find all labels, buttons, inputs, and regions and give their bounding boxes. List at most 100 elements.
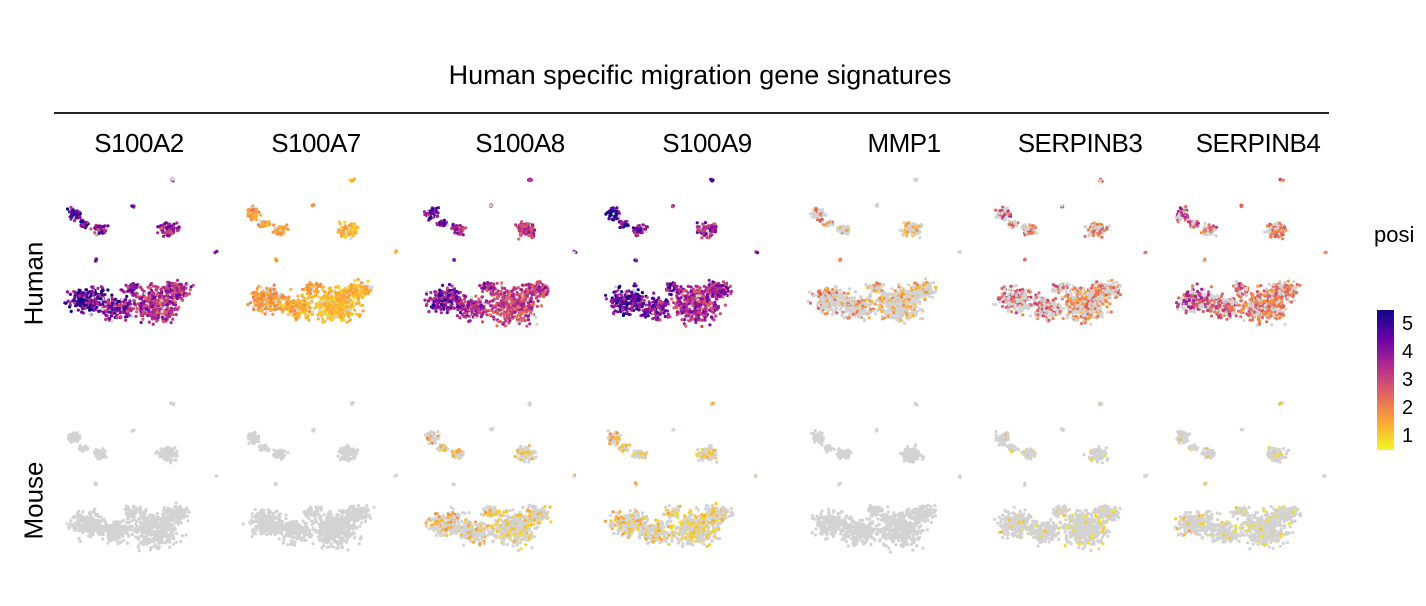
cell-point bbox=[286, 297, 290, 301]
cell-point bbox=[274, 258, 278, 263]
title-rule bbox=[54, 112, 1329, 114]
cell-point bbox=[501, 322, 505, 326]
cell-point bbox=[155, 292, 159, 296]
cell-point bbox=[617, 290, 621, 294]
cell-point bbox=[527, 304, 531, 308]
cell-point bbox=[504, 319, 508, 323]
cell-point bbox=[541, 293, 546, 297]
cell-point bbox=[694, 318, 698, 322]
cell-point bbox=[356, 277, 360, 281]
cell-point bbox=[134, 291, 138, 295]
cell-point bbox=[331, 304, 336, 308]
cell-point bbox=[71, 208, 75, 212]
cell-point bbox=[283, 302, 287, 306]
cell-point bbox=[171, 177, 175, 181]
cell-point bbox=[117, 303, 121, 308]
cell-point bbox=[474, 294, 478, 298]
cell-point bbox=[130, 314, 134, 318]
cell-point bbox=[537, 289, 541, 293]
cell-point bbox=[131, 307, 135, 311]
cell-point bbox=[478, 284, 482, 288]
cell-point bbox=[706, 295, 710, 299]
cell-point bbox=[700, 318, 705, 322]
cell-point bbox=[76, 308, 80, 312]
cell-point bbox=[124, 300, 128, 304]
cell-point bbox=[164, 289, 168, 293]
cell-point bbox=[452, 258, 456, 262]
cell-point bbox=[155, 308, 159, 312]
cell-point bbox=[458, 290, 462, 294]
cell-point bbox=[707, 224, 711, 228]
cell-point bbox=[463, 307, 467, 311]
cell-point bbox=[154, 319, 158, 323]
cell-point bbox=[491, 305, 495, 309]
cell-point bbox=[526, 314, 531, 318]
cell-point bbox=[684, 297, 688, 301]
cell-point bbox=[312, 203, 316, 207]
cell-point bbox=[103, 230, 107, 234]
cell-point bbox=[139, 285, 143, 289]
cell-point bbox=[126, 313, 130, 317]
cell-point bbox=[524, 224, 529, 228]
cell-point bbox=[695, 288, 699, 292]
cell-point bbox=[445, 286, 449, 290]
cell-point bbox=[84, 303, 89, 307]
cell-point bbox=[675, 290, 679, 294]
cell-point bbox=[534, 315, 538, 319]
cell-point bbox=[489, 204, 493, 208]
cell-point bbox=[703, 221, 708, 225]
cell-point bbox=[272, 223, 276, 227]
cell-point bbox=[610, 304, 614, 308]
cell-point bbox=[256, 308, 260, 312]
cell-point bbox=[442, 221, 446, 225]
cell-point bbox=[124, 283, 128, 287]
cell-point bbox=[321, 317, 325, 321]
cell-point bbox=[450, 284, 454, 288]
cell-point bbox=[170, 296, 174, 300]
cell-point bbox=[435, 292, 439, 296]
cell-point bbox=[292, 299, 296, 303]
cell-point bbox=[327, 303, 332, 307]
cell-point bbox=[175, 221, 179, 225]
cell-point bbox=[622, 302, 627, 306]
cell-point bbox=[345, 234, 349, 238]
cell-point bbox=[702, 310, 706, 314]
cell-point bbox=[304, 313, 308, 317]
cell-point bbox=[131, 204, 135, 208]
cell-point bbox=[122, 290, 126, 294]
cell-point bbox=[155, 300, 159, 304]
cell-point bbox=[122, 307, 126, 311]
cell-point bbox=[101, 302, 105, 306]
cell-point bbox=[522, 304, 526, 308]
cell-point bbox=[607, 210, 611, 214]
cell-point bbox=[527, 230, 531, 234]
cell-point bbox=[517, 237, 521, 241]
cell-point bbox=[356, 225, 360, 229]
cell-point bbox=[718, 286, 722, 290]
cell-point bbox=[427, 310, 431, 314]
cell-point bbox=[835, 311, 839, 315]
cell-point bbox=[515, 320, 520, 324]
cell-point bbox=[168, 310, 172, 314]
cell-point bbox=[96, 296, 100, 300]
cell-point bbox=[80, 296, 84, 301]
cell-point bbox=[159, 287, 163, 291]
cell-point bbox=[354, 302, 358, 306]
cell-point bbox=[617, 286, 621, 290]
cell-point bbox=[686, 291, 690, 295]
cell-point bbox=[655, 310, 659, 314]
cell-point bbox=[162, 223, 166, 227]
cell-point bbox=[304, 316, 308, 320]
cell-point bbox=[300, 310, 304, 314]
cell-point bbox=[367, 290, 371, 294]
cell-point bbox=[265, 310, 269, 314]
cell-point bbox=[277, 293, 281, 297]
cell-point bbox=[169, 321, 173, 325]
cell-point bbox=[68, 292, 72, 296]
cell-point bbox=[98, 303, 102, 307]
cell-point bbox=[510, 311, 514, 315]
cell-point bbox=[110, 296, 114, 300]
umap-panels bbox=[63, 177, 1328, 554]
cell-point bbox=[534, 291, 538, 295]
cell-point bbox=[174, 303, 178, 307]
